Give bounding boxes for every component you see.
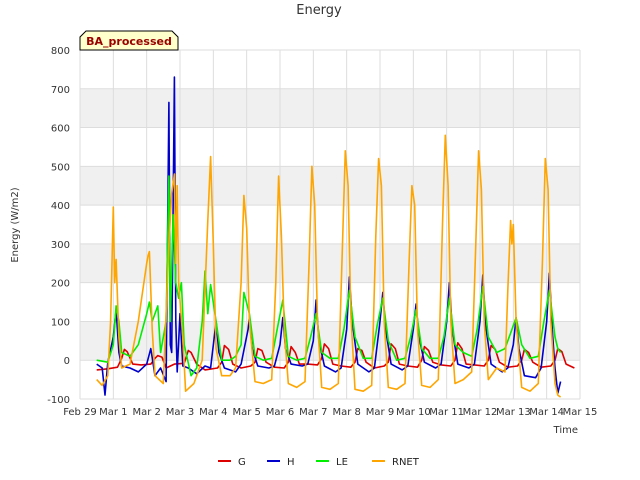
x-tick-label: Mar 15: [563, 407, 598, 418]
x-tick-label: Mar 7: [299, 407, 327, 418]
x-tick-label: Mar 12: [463, 407, 498, 418]
x-tick-label: Mar 9: [366, 407, 394, 418]
legend-label-h: H: [287, 457, 295, 468]
grid-lines: [79, 49, 581, 400]
x-tick-label: Mar 4: [199, 407, 227, 418]
plot-band: [80, 88, 580, 128]
badge-box: [79, 30, 179, 51]
plot-area: [80, 50, 580, 399]
y-tick-label: 500: [51, 162, 70, 173]
x-tick-label: Mar 5: [232, 407, 260, 418]
plot-band: [80, 166, 580, 206]
x-axis-label: Time: [553, 425, 578, 436]
badge-label: BA_processed: [86, 35, 172, 48]
y-tick-label: 100: [51, 317, 70, 328]
x-tick-label: Mar 13: [496, 407, 531, 418]
chart-title: Energy: [296, 3, 342, 18]
y-tick-label: 300: [51, 240, 70, 251]
y-tick-label: 600: [51, 124, 70, 135]
legend-label-le: LE: [336, 457, 348, 468]
y-tick-label: 700: [51, 85, 70, 96]
x-tick-label: Mar 6: [266, 407, 294, 418]
x-tick-label: Mar 8: [332, 407, 360, 418]
y-tick-label: -100: [47, 395, 70, 406]
x-tick-labels: Feb 29 Mar 1 Mar 2 Mar 3 Mar 4 Mar 5 Mar 6 Mar …: [63, 407, 597, 418]
legend-label-g: G: [238, 457, 246, 468]
series-line-rnet: [96, 134, 562, 398]
x-tick-label: Mar 10: [396, 407, 431, 418]
series-line-le: [96, 175, 562, 377]
x-tick-label: Mar 14: [529, 407, 564, 418]
y-tick-label: 800: [51, 46, 70, 57]
x-tick-label: Mar 1: [99, 407, 127, 418]
series-lines: [96, 76, 575, 398]
x-tick-label: Feb 29: [63, 407, 97, 418]
plot-band: [80, 243, 580, 283]
x-tick-label: Mar 3: [166, 407, 194, 418]
y-tick-labels: -100 0 100 200 300 400 500 600 700 800: [47, 46, 70, 406]
badge: BA_processed: [79, 30, 179, 51]
y-tick-label: 200: [51, 279, 70, 290]
y-axis-label: Energy (W/m2): [10, 187, 21, 262]
legend-label-rnet: RNET: [392, 457, 420, 468]
x-tick-label: Mar 2: [132, 407, 160, 418]
y-tick-label: 400: [51, 201, 70, 212]
y-tick-label: 0: [64, 356, 70, 367]
legend: G H LE RNET: [218, 457, 420, 468]
x-tick-label: Mar 11: [429, 407, 464, 418]
